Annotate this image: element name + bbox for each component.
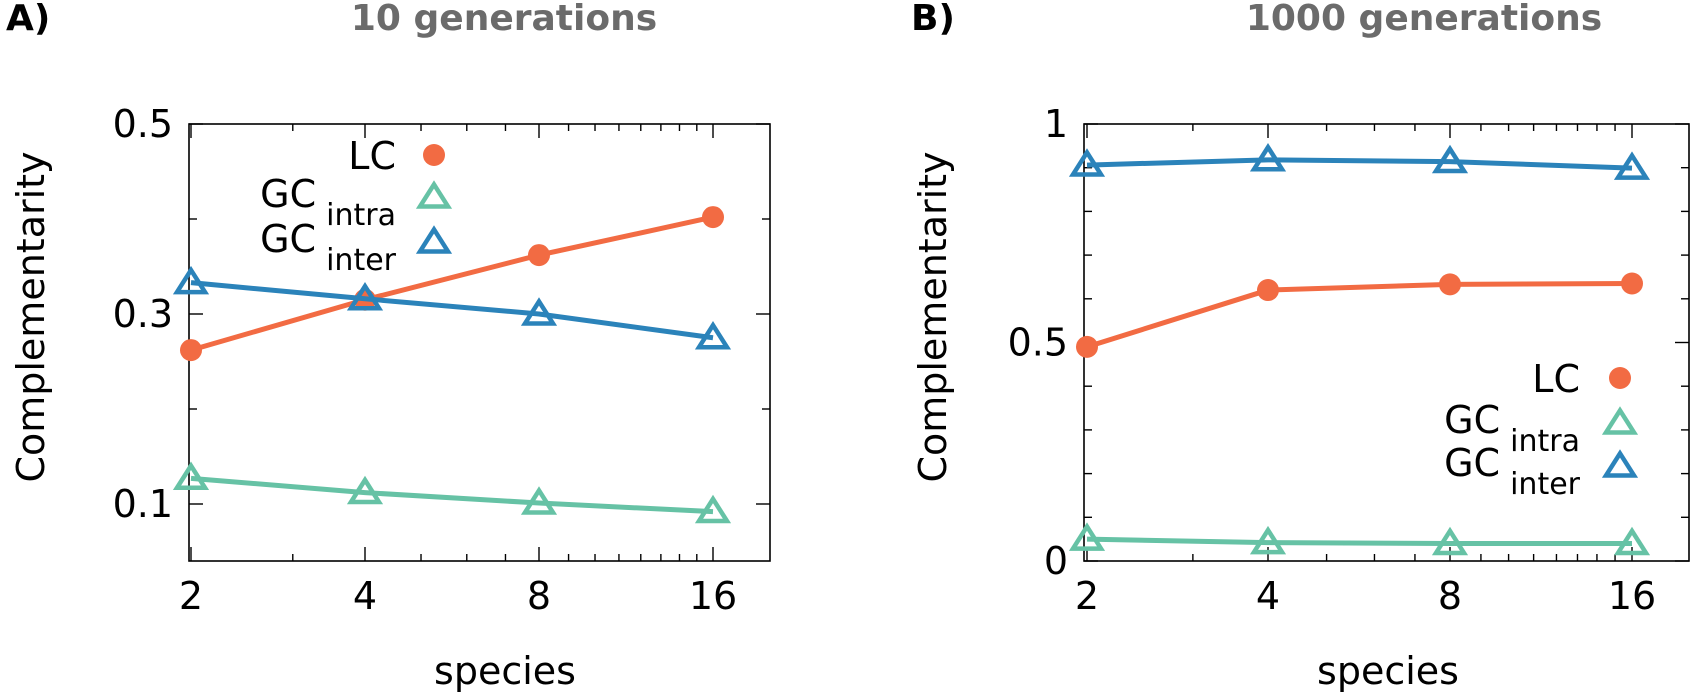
panel-b-series-2-point <box>1613 151 1651 180</box>
panel-b-series-0-point <box>1076 335 1098 358</box>
panel-a-legend-label-0: LC <box>348 134 396 178</box>
panel-a-xtick-label: 2 <box>179 574 203 618</box>
panel-a-label: A) <box>6 0 50 39</box>
panel-a-xtick-label: 8 <box>527 574 551 618</box>
panel-b-xlabel: species <box>1317 649 1459 693</box>
panel-b-series-1-point <box>1068 522 1106 551</box>
panel-a-series-2-point <box>172 265 210 295</box>
panel-a-legend-marker-0 <box>423 144 445 166</box>
panel-a-xtick-label: 4 <box>353 574 377 618</box>
panel-a-ytick-label: 0.5 <box>113 102 173 146</box>
panel-a-ytick-label: 0.1 <box>113 482 173 526</box>
panel-a-series-1-point <box>346 475 384 505</box>
panel-b-series-0-point <box>1621 272 1643 295</box>
panel-b-xtick-label: 16 <box>1608 574 1656 618</box>
panel-b-series-2-point <box>1431 144 1469 174</box>
panel-a-series-1-point <box>520 486 558 515</box>
panel-a-series-2-point <box>520 297 558 326</box>
panel-b-series-2-line <box>1086 157 1633 171</box>
panel-a-series-0-line <box>190 214 714 353</box>
panel-a-xlabel: species <box>434 649 576 693</box>
panel-b-legend-marker-2 <box>1601 449 1639 478</box>
panel-b-legend-label-2: GC inter <box>1444 441 1581 502</box>
panel-a-legend-label-1: GC intra <box>260 172 396 233</box>
panel-b-legend-marker-0 <box>1609 367 1631 389</box>
panel-b-legend-label-1: GC intra <box>1444 398 1580 459</box>
panel-a-series-0-point <box>180 339 202 362</box>
panel-a-series-1-line <box>190 475 714 515</box>
panel-a-ylabel: Complementarity <box>9 151 53 482</box>
panel-a-legend-label-2: GC inter <box>260 217 397 278</box>
panel-a-title: 10 generations <box>351 0 657 39</box>
panel-b-series-0-line <box>1086 281 1633 350</box>
panel-b-xtick-label: 4 <box>1256 574 1280 618</box>
panel-a-series-2-line <box>190 280 714 341</box>
panel-a-series-2-point <box>694 320 732 350</box>
panel-b-frame <box>1083 123 1690 562</box>
panel-b-series-2-point <box>1068 148 1106 177</box>
panel-b-xtick-label: 8 <box>1438 574 1462 618</box>
panel-b-legend-label-0: LC <box>1532 357 1580 401</box>
panel-b-ytick-label: 0.5 <box>1008 321 1068 365</box>
panel-a-legend-marker-1 <box>415 180 453 209</box>
panel-b-series-0-point <box>1257 279 1279 302</box>
panel-b-ylabel: Complementarity <box>911 151 955 482</box>
panel-b-legend-marker-1 <box>1601 406 1639 435</box>
panel-a-series-1-point <box>172 461 210 491</box>
panel-a-ytick-label: 0.3 <box>113 292 173 336</box>
panel-b-series-1-point <box>1249 525 1287 555</box>
panel-b-series-2-point <box>1249 143 1287 172</box>
panel-a-series-2-point <box>346 282 384 311</box>
panel-a-series-0-point <box>702 206 724 229</box>
panel-a-xtick-label: 16 <box>689 574 737 618</box>
panel-b-series-1-point <box>1613 526 1651 556</box>
panel-b-ytick-label: 0 <box>1044 539 1068 583</box>
panel-b-series-1-point <box>1431 526 1469 556</box>
panel-b-ytick-label: 1 <box>1044 102 1068 146</box>
panel-b-label: B) <box>911 0 955 39</box>
panel-a-legend-marker-2 <box>415 225 453 254</box>
panel-b-title: 1000 generations <box>1246 0 1602 39</box>
panel-a-series-1-point <box>694 494 732 524</box>
panel-b-series-1-line <box>1086 536 1632 547</box>
panel-a-series-0-point <box>528 244 550 267</box>
panel-b-series-0-point <box>1439 273 1461 296</box>
panel-b-xtick-label: 2 <box>1075 574 1099 618</box>
